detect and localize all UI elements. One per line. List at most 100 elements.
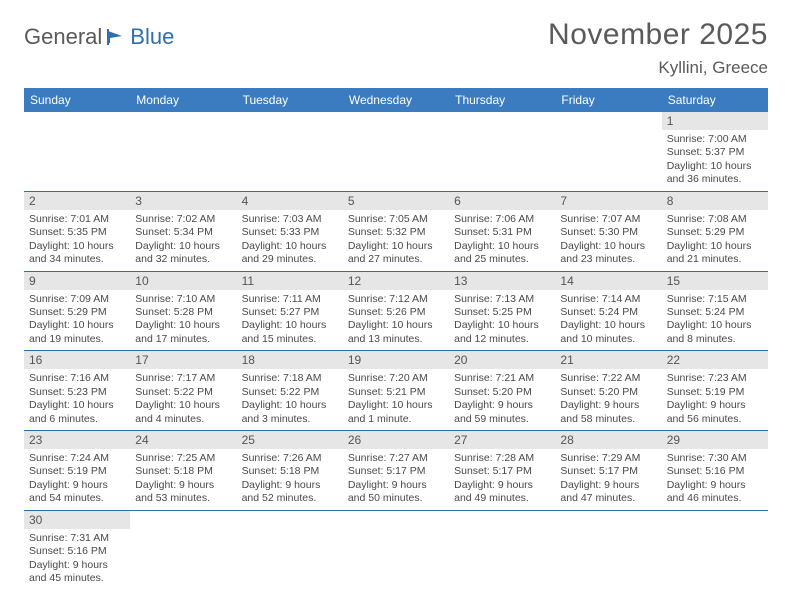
day-number: 30: [24, 511, 130, 529]
day-cell: Sunrise: 7:11 AMSunset: 5:27 PMDaylight:…: [237, 290, 343, 351]
day-number: 15: [662, 272, 768, 290]
sunrise-text: Sunrise: 7:03 AM: [242, 213, 338, 226]
sunset-text: Sunset: 5:24 PM: [560, 306, 656, 319]
sunset-text: Sunset: 5:30 PM: [560, 226, 656, 239]
day-number: 14: [555, 272, 661, 290]
day-number: 17: [130, 351, 236, 369]
week-row: Sunrise: 7:16 AMSunset: 5:23 PMDaylight:…: [24, 369, 768, 431]
day-number: 11: [237, 272, 343, 290]
day-cell: Sunrise: 7:12 AMSunset: 5:26 PMDaylight:…: [343, 290, 449, 351]
daylight-text: Daylight: 10 hours and 19 minutes.: [29, 319, 125, 346]
sunrise-text: Sunrise: 7:26 AM: [242, 452, 338, 465]
sunset-text: Sunset: 5:26 PM: [348, 306, 444, 319]
sunset-text: Sunset: 5:21 PM: [348, 386, 444, 399]
day-number: 6: [449, 192, 555, 210]
day-number-row: 30: [24, 511, 768, 529]
day-number: 21: [555, 351, 661, 369]
sunrise-text: Sunrise: 7:16 AM: [29, 372, 125, 385]
sunset-text: Sunset: 5:18 PM: [135, 465, 231, 478]
flag-icon: [107, 29, 127, 45]
sunrise-text: Sunrise: 7:22 AM: [560, 372, 656, 385]
day-cell: [237, 529, 343, 590]
sunrise-text: Sunrise: 7:25 AM: [135, 452, 231, 465]
day-number: [237, 112, 343, 130]
sunrise-text: Sunrise: 7:01 AM: [29, 213, 125, 226]
day-number: 23: [24, 431, 130, 449]
daylight-text: Daylight: 10 hours and 3 minutes.: [242, 399, 338, 426]
day-number: 7: [555, 192, 661, 210]
day-number: 13: [449, 272, 555, 290]
day-number: [662, 511, 768, 529]
daylight-text: Daylight: 9 hours and 53 minutes.: [135, 479, 231, 506]
daylight-text: Daylight: 9 hours and 58 minutes.: [560, 399, 656, 426]
day-number: 2: [24, 192, 130, 210]
day-cell: [343, 529, 449, 590]
day-number: 26: [343, 431, 449, 449]
sunrise-text: Sunrise: 7:23 AM: [667, 372, 763, 385]
sunrise-text: Sunrise: 7:18 AM: [242, 372, 338, 385]
day-number: 8: [662, 192, 768, 210]
weekday-header: Monday: [130, 88, 236, 112]
day-cell: Sunrise: 7:29 AMSunset: 5:17 PMDaylight:…: [555, 449, 661, 510]
day-cell: [555, 529, 661, 590]
day-cell: Sunrise: 7:05 AMSunset: 5:32 PMDaylight:…: [343, 210, 449, 271]
day-cell: Sunrise: 7:28 AMSunset: 5:17 PMDaylight:…: [449, 449, 555, 510]
day-cell: [130, 529, 236, 590]
sunrise-text: Sunrise: 7:15 AM: [667, 293, 763, 306]
day-cell: Sunrise: 7:16 AMSunset: 5:23 PMDaylight:…: [24, 369, 130, 430]
sunset-text: Sunset: 5:17 PM: [454, 465, 550, 478]
logo: General Blue: [24, 24, 174, 50]
day-number: [343, 511, 449, 529]
weekday-header: Friday: [555, 88, 661, 112]
sunrise-text: Sunrise: 7:21 AM: [454, 372, 550, 385]
sunrise-text: Sunrise: 7:17 AM: [135, 372, 231, 385]
day-cell: [343, 130, 449, 191]
sunrise-text: Sunrise: 7:00 AM: [667, 133, 763, 146]
day-number: [237, 511, 343, 529]
week-row: Sunrise: 7:00 AMSunset: 5:37 PMDaylight:…: [24, 130, 768, 192]
day-number: 19: [343, 351, 449, 369]
sunrise-text: Sunrise: 7:24 AM: [29, 452, 125, 465]
day-cell: Sunrise: 7:24 AMSunset: 5:19 PMDaylight:…: [24, 449, 130, 510]
week-row: Sunrise: 7:31 AMSunset: 5:16 PMDaylight:…: [24, 529, 768, 590]
sunset-text: Sunset: 5:29 PM: [29, 306, 125, 319]
day-cell: Sunrise: 7:17 AMSunset: 5:22 PMDaylight:…: [130, 369, 236, 430]
sunset-text: Sunset: 5:17 PM: [348, 465, 444, 478]
day-number: 20: [449, 351, 555, 369]
title-block: November 2025 Kyllini, Greece: [548, 18, 768, 84]
day-number-row: 1: [24, 112, 768, 130]
daylight-text: Daylight: 9 hours and 52 minutes.: [242, 479, 338, 506]
day-number: 18: [237, 351, 343, 369]
week-row: Sunrise: 7:01 AMSunset: 5:35 PMDaylight:…: [24, 210, 768, 272]
daylight-text: Daylight: 9 hours and 46 minutes.: [667, 479, 763, 506]
daylight-text: Daylight: 9 hours and 45 minutes.: [29, 559, 125, 586]
day-cell: Sunrise: 7:21 AMSunset: 5:20 PMDaylight:…: [449, 369, 555, 430]
sunrise-text: Sunrise: 7:30 AM: [667, 452, 763, 465]
day-number: [449, 112, 555, 130]
daylight-text: Daylight: 10 hours and 1 minute.: [348, 399, 444, 426]
sunrise-text: Sunrise: 7:29 AM: [560, 452, 656, 465]
day-cell: Sunrise: 7:23 AMSunset: 5:19 PMDaylight:…: [662, 369, 768, 430]
sunrise-text: Sunrise: 7:27 AM: [348, 452, 444, 465]
day-number-row: 9101112131415: [24, 272, 768, 290]
day-cell: Sunrise: 7:07 AMSunset: 5:30 PMDaylight:…: [555, 210, 661, 271]
sunrise-text: Sunrise: 7:05 AM: [348, 213, 444, 226]
sunrise-text: Sunrise: 7:12 AM: [348, 293, 444, 306]
day-cell: Sunrise: 7:18 AMSunset: 5:22 PMDaylight:…: [237, 369, 343, 430]
day-number: [555, 511, 661, 529]
daylight-text: Daylight: 10 hours and 25 minutes.: [454, 240, 550, 267]
calendar-weeks: 1Sunrise: 7:00 AMSunset: 5:37 PMDaylight…: [24, 112, 768, 590]
daylight-text: Daylight: 10 hours and 32 minutes.: [135, 240, 231, 267]
sunset-text: Sunset: 5:37 PM: [667, 146, 763, 159]
sunrise-text: Sunrise: 7:28 AM: [454, 452, 550, 465]
day-number: 27: [449, 431, 555, 449]
weekday-header: Sunday: [24, 88, 130, 112]
sunset-text: Sunset: 5:25 PM: [454, 306, 550, 319]
weekday-header: Wednesday: [343, 88, 449, 112]
daylight-text: Daylight: 9 hours and 49 minutes.: [454, 479, 550, 506]
day-number: [130, 511, 236, 529]
day-cell: Sunrise: 7:27 AMSunset: 5:17 PMDaylight:…: [343, 449, 449, 510]
sunset-text: Sunset: 5:22 PM: [242, 386, 338, 399]
sunrise-text: Sunrise: 7:31 AM: [29, 532, 125, 545]
sunset-text: Sunset: 5:24 PM: [667, 306, 763, 319]
